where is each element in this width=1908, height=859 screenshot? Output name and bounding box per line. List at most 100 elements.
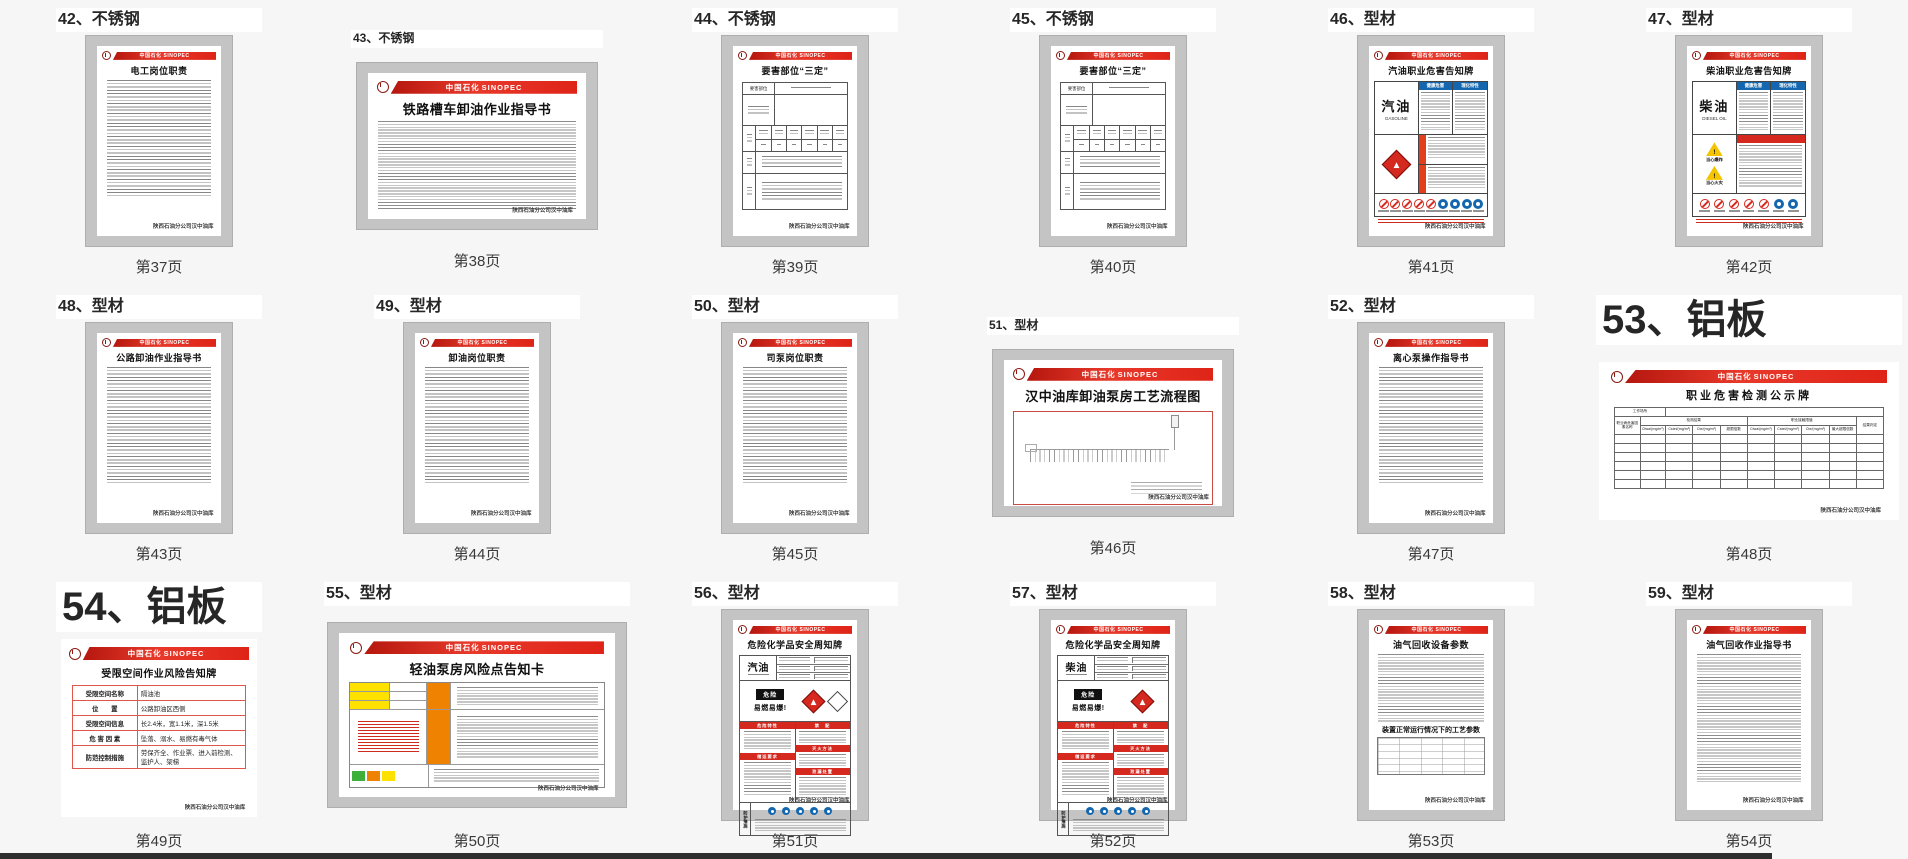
body-text-lines xyxy=(1097,657,1128,663)
page-caption: 第45页 xyxy=(771,546,819,564)
thumbnail-area: 中国石化 SINOPEC 汉中油库卸油泵房工艺流程图 陕西石油分公司汉中油库 xyxy=(987,335,1239,531)
doc-title: 卸油岗位职责 xyxy=(448,353,506,364)
valve-manifold xyxy=(1029,449,1169,462)
body-text-lines xyxy=(1695,219,1803,225)
icon-caption xyxy=(1743,209,1755,212)
protection-content xyxy=(1069,803,1167,835)
body-text-lines xyxy=(1773,92,1803,131)
row-value: 坠落、溺水、易燃有毒气体 xyxy=(140,735,218,743)
item-label: 55、型材 xyxy=(324,582,630,607)
thumbnail-area: 中国石化 SINOPEC 危险化学品安全周知牌 汽油 危险 易燃易爆! 危险特性 储运要求禁 … xyxy=(692,606,898,837)
scan-frame: 中国石化 SINOPEC 铁路槽车卸油作业指导书 陕西石油分公司汉中油库 xyxy=(356,61,598,230)
brand-name-en: SINOPEC xyxy=(481,339,508,346)
body-text-lines xyxy=(805,130,814,136)
thumbnail-area: 中国石化 SINOPEC 铁路槽车卸油作业指导书 陕西石油分公司汉中油库 xyxy=(351,48,603,244)
section-header: 泄漏处置 xyxy=(1113,768,1168,776)
body-text-lines xyxy=(779,657,810,663)
wear-ppe-icon xyxy=(1461,198,1472,209)
page-caption: 第39页 xyxy=(771,259,819,277)
yellow-label-cell xyxy=(350,701,390,710)
sinopec-banner: 中国石化 SINOPEC xyxy=(112,51,217,60)
page-caption: 第51页 xyxy=(771,833,819,851)
item-label: 44、不锈钢 xyxy=(692,8,898,33)
sinopec-banner: 中国石化 SINOPEC xyxy=(1702,51,1807,60)
table-cell xyxy=(1061,95,1094,125)
table-row: 位 置公路卸油区西侧 xyxy=(72,700,246,715)
page-footer-text: 陕西石油分公司汉中油库 xyxy=(537,785,599,792)
section-header: 灭火方法 xyxy=(1113,745,1168,753)
brand-name-en: SINOPEC xyxy=(481,643,523,653)
protection-row: 防护措施 xyxy=(1058,803,1167,836)
pipe-main-line xyxy=(1029,448,1169,450)
thumbnail-area: 中国石化 SINOPEC 油气回收作业指导书 陕西石油分公司汉中油库 xyxy=(1646,606,1852,824)
brand-name-cn: 中国石化 xyxy=(1093,627,1116,634)
sinopec-header: 中国石化 SINOPEC xyxy=(737,51,853,61)
safety-icons-row xyxy=(1375,194,1487,216)
row-label: 受限空间信息 xyxy=(73,716,138,730)
body-text-lines xyxy=(1378,367,1484,484)
empty-cell xyxy=(1855,434,1885,444)
scan-frame: 中国石化 SINOPEC 汉中油库卸油泵房工艺流程图 陕西石油分公司汉中油库 xyxy=(992,348,1234,517)
doc-title: 柴油职业危害告知牌 xyxy=(1706,66,1792,77)
empty-cell xyxy=(1774,479,1803,489)
document-page: 中国石化 SINOPEC 铁路槽车卸油作业指导书 陕西石油分公司汉中油库 xyxy=(368,72,586,219)
item-label: 58、型材 xyxy=(1328,582,1534,607)
body-text-lines xyxy=(1377,219,1485,225)
info-column: 健康危害 xyxy=(1418,82,1453,134)
sinopec-banner: 中国石化 SINOPEC xyxy=(1066,51,1171,60)
icon-caption xyxy=(1787,209,1799,212)
subheader-cell: Cstel/(mg/m³) xyxy=(1774,425,1803,435)
page-footer-text: 陕西石油分公司汉中油库 xyxy=(1425,797,1486,804)
value-cell xyxy=(389,683,427,692)
sinopec-banner: 中国石化 SINOPEC xyxy=(1702,625,1807,634)
item-label: 47、型材 xyxy=(1646,8,1852,33)
mandatory-icon xyxy=(1461,198,1473,212)
detail-row xyxy=(777,672,850,680)
row-value: 劳保齐全、作业票、进入前检测、监护人、架梯 xyxy=(140,750,237,766)
brand-name-en: SINOPEC xyxy=(1753,372,1795,381)
protection-row: 防护措施 xyxy=(740,803,849,836)
flammable-diamond-icon xyxy=(1381,149,1412,180)
item-label: 45、不锈钢 xyxy=(1010,8,1216,33)
info-columns: 健康危害 理化特性 xyxy=(1736,82,1805,135)
body-text-lines xyxy=(434,769,599,784)
brand-name-cn: 中国石化 xyxy=(1081,369,1116,379)
empty-cell xyxy=(1639,434,1667,444)
sinopec-logo-icon xyxy=(1373,625,1383,635)
table-cell xyxy=(1105,140,1121,151)
brand-name-cn: 中国石化 xyxy=(1729,53,1752,60)
body-text-lines xyxy=(746,134,752,143)
thumbnail-area: 中国石化 SINOPEC 受限空间作业风险告知牌 受限空间名称 隔油池位 置公路卸油区西… xyxy=(56,632,262,824)
orange-level-swatch xyxy=(367,771,381,782)
table-row xyxy=(350,709,604,765)
brand-name-en: SINOPEC xyxy=(1117,52,1144,59)
empty-data-row xyxy=(1614,479,1885,489)
scan-frame: 中国石化 SINOPEC 油气回收设备参数 装置正常运行情况下的工艺参数 陕西石油分公司… xyxy=(1357,609,1505,822)
orange-section-cell xyxy=(427,683,452,710)
body-text-lines xyxy=(1097,665,1128,672)
table-cell xyxy=(833,140,847,150)
diagram-tag xyxy=(1024,443,1037,452)
brand-name-en: SINOPEC xyxy=(481,82,523,92)
brand-name-cn: 中国石化 xyxy=(445,82,480,92)
sections-grid: 危险特性 储运要求禁 配灭火方法 泄漏处置 xyxy=(740,722,850,804)
empty-cell xyxy=(1719,479,1748,489)
thumbnail-area: 中国石化 SINOPEC 柴油职业危害告知牌 柴油 DIESEL OIL 健康危害 理化特性… xyxy=(1646,32,1852,250)
cell-label: 要害部位 xyxy=(749,85,768,91)
info-column: 理化特性 xyxy=(1452,82,1487,135)
sinopec-banner: 中国石化 SINOPEC xyxy=(748,51,853,60)
empty-cell xyxy=(1828,470,1857,480)
empty-cell xyxy=(1801,452,1830,462)
empty-data-row xyxy=(1614,452,1885,462)
wear-ppe-icon xyxy=(1473,198,1484,209)
sinopec-header: 中国石化 SINOPEC xyxy=(68,647,250,660)
empty-cell xyxy=(1665,479,1694,489)
thumbnail-area: 中国石化 SINOPEC 公路卸油作业指导书 陕西石油分公司汉中油库 xyxy=(56,319,262,537)
section-header: 禁 配 xyxy=(795,722,850,730)
sinopec-header: 中国石化 SINOPEC xyxy=(1691,625,1807,635)
empty-cell xyxy=(1639,443,1667,453)
brand-name-cn: 中国石化 xyxy=(1729,627,1752,634)
product-name-cn: 柴油 xyxy=(1065,663,1088,675)
body-text-lines xyxy=(1079,181,1160,202)
sinopec-header: 中国石化 SINOPEC xyxy=(350,641,604,655)
